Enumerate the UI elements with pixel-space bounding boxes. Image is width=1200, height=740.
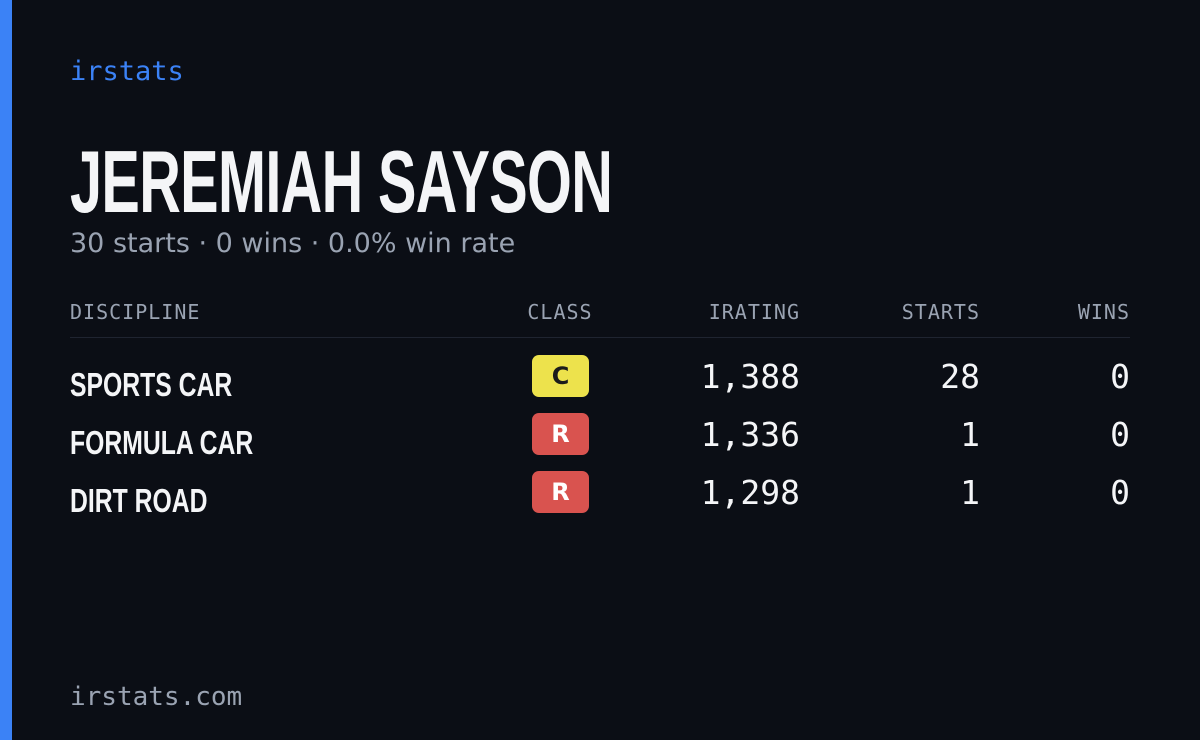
- stat-value: 1: [960, 415, 980, 454]
- column-header: DISCIPLINE: [70, 300, 201, 324]
- column-header: CLASS: [527, 300, 593, 324]
- discipline: SPORTS CAR: [70, 366, 233, 403]
- header-rule: [70, 337, 1130, 338]
- stat-value: 1: [960, 473, 980, 512]
- column-header: IRATING: [708, 300, 800, 324]
- stat-value: 1,298: [700, 473, 800, 512]
- accent-bar: [0, 0, 12, 740]
- column-header: STARTS: [901, 300, 980, 324]
- driver-name: JEREMIAH SAYSON: [70, 132, 613, 231]
- brand: irstats: [70, 56, 184, 87]
- stat-value: 28: [940, 357, 980, 396]
- column-header: WINS: [1077, 300, 1130, 324]
- class-badge: R: [532, 413, 589, 455]
- discipline: DIRT ROAD: [70, 482, 208, 519]
- stat-value: 1,336: [700, 415, 800, 454]
- footer: irstats.com: [70, 682, 243, 712]
- class-badge: R: [532, 471, 589, 513]
- stat-value: 0: [1110, 357, 1130, 396]
- discipline: FORMULA CAR: [70, 424, 254, 461]
- stat-value: 1,388: [700, 357, 800, 396]
- class-badge: C: [532, 355, 589, 397]
- driver-summary: 30 starts · 0 wins · 0.0% win rate: [70, 228, 516, 259]
- stat-value: 0: [1110, 415, 1130, 454]
- stat-value: 0: [1110, 473, 1130, 512]
